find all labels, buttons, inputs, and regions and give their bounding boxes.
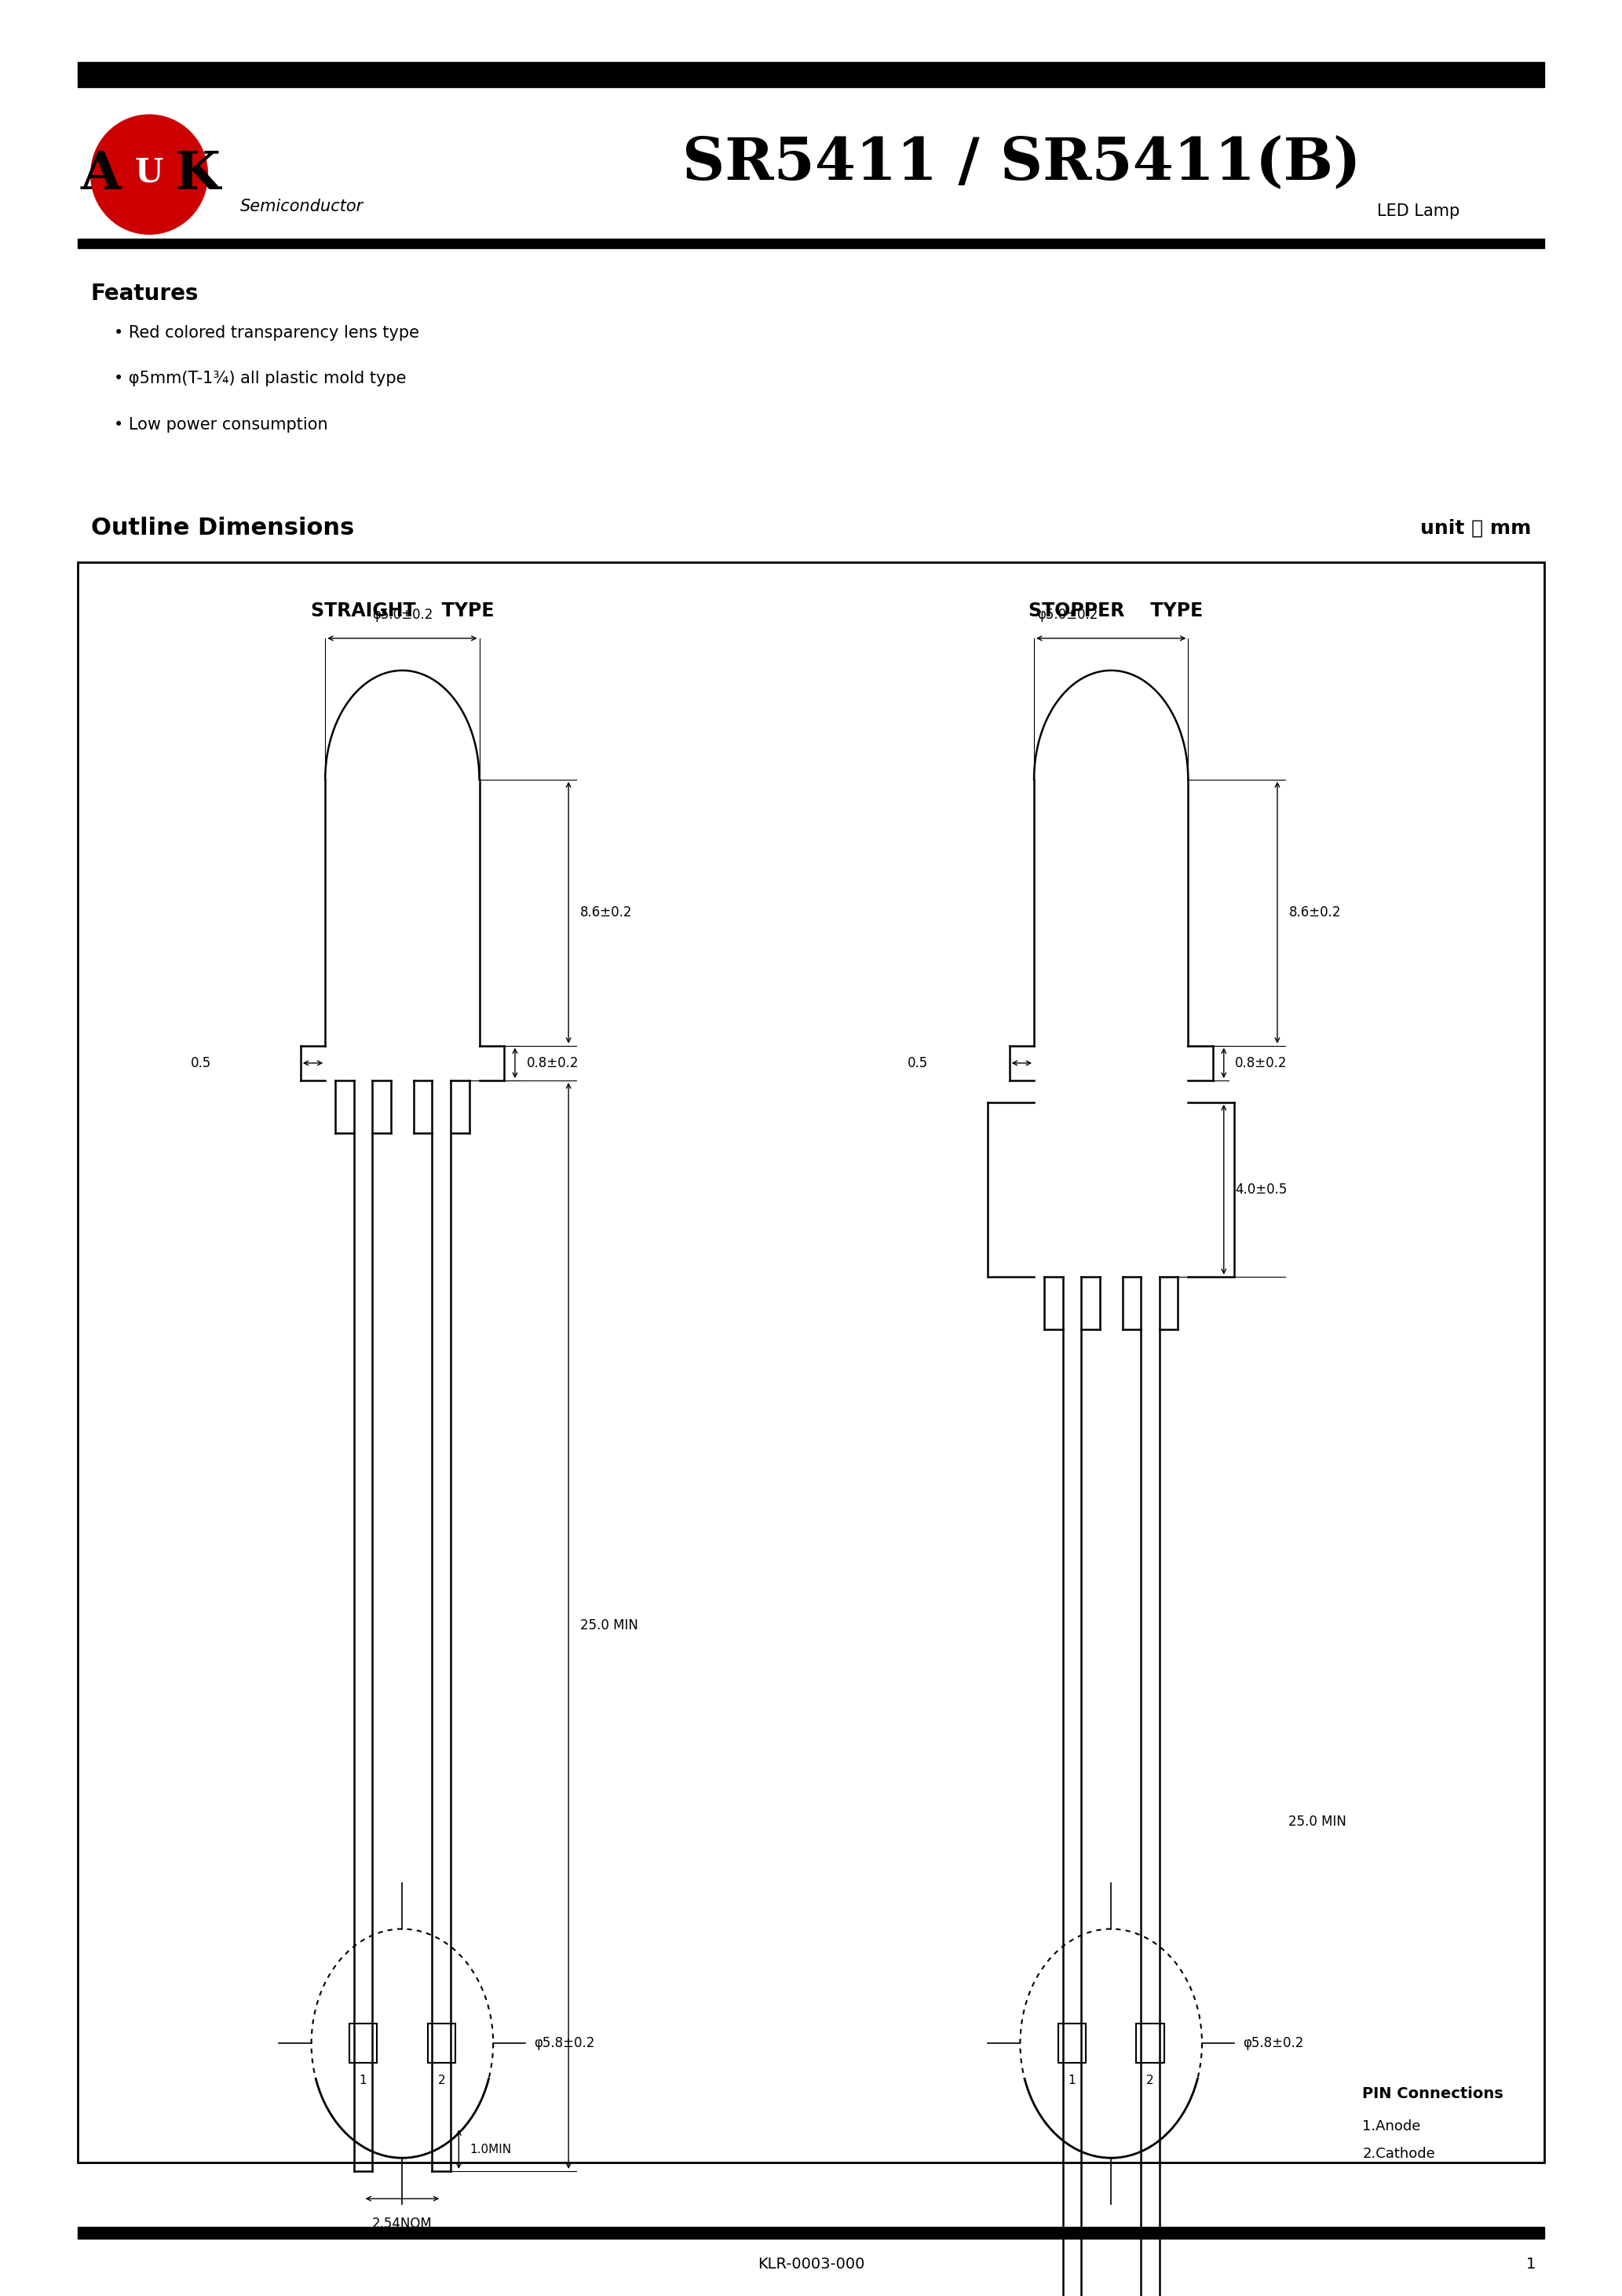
Text: 8.6±0.2: 8.6±0.2	[1289, 905, 1341, 921]
Bar	[428, 2023, 456, 2064]
Text: 0.5: 0.5	[191, 1056, 211, 1070]
Text: φ5.0±0.2: φ5.0±0.2	[371, 608, 433, 622]
Text: PIN Connections: PIN Connections	[1362, 2087, 1504, 2101]
Text: Features: Features	[91, 282, 200, 305]
Text: 8.6±0.2: 8.6±0.2	[581, 905, 633, 921]
Bar	[78, 2227, 1544, 2239]
Text: 25.0 MIN: 25.0 MIN	[1289, 1816, 1346, 1830]
Text: 2.Cathode: 2.Cathode	[1362, 2147, 1435, 2161]
Text: K: K	[175, 149, 221, 200]
Text: • Low power consumption: • Low power consumption	[114, 418, 328, 432]
Text: LED Lamp: LED Lamp	[1377, 204, 1460, 218]
Text: Outline Dimensions: Outline Dimensions	[91, 517, 354, 540]
Bar	[1058, 2023, 1085, 2064]
Text: 2: 2	[438, 2076, 444, 2087]
Text: KLR-0003-000: KLR-0003-000	[757, 2257, 865, 2271]
Text: • φ5mm(T-1¾) all plastic mold type: • φ5mm(T-1¾) all plastic mold type	[114, 372, 406, 386]
Text: φ5.0±0.2: φ5.0±0.2	[1038, 608, 1098, 622]
Bar	[349, 2023, 376, 2064]
Text: 1.0MIN: 1.0MIN	[470, 2144, 513, 2156]
Text: • Red colored transparency lens type: • Red colored transparency lens type	[114, 326, 418, 340]
Bar	[78, 62, 1544, 87]
Text: 1: 1	[360, 2076, 367, 2087]
Text: 1: 1	[1526, 2257, 1536, 2271]
Ellipse shape	[91, 115, 208, 234]
Text: 2.54NOM: 2.54NOM	[371, 2218, 433, 2232]
Text: SR5411 / SR5411(B): SR5411 / SR5411(B)	[683, 135, 1361, 191]
Text: U: U	[135, 156, 164, 188]
Text: 1: 1	[1069, 2076, 1075, 2087]
Text: STRAIGHT    TYPE: STRAIGHT TYPE	[310, 602, 495, 620]
Bar	[78, 563, 1544, 2163]
Bar	[78, 239, 1544, 248]
Text: A: A	[79, 149, 122, 200]
Bar	[1137, 2023, 1165, 2064]
Text: unit ： mm: unit ： mm	[1421, 519, 1531, 537]
Text: φ5.8±0.2: φ5.8±0.2	[1242, 2037, 1304, 2050]
Text: STOPPER    TYPE: STOPPER TYPE	[1028, 602, 1204, 620]
Text: 1.Anode: 1.Anode	[1362, 2119, 1421, 2133]
Text: φ5.8±0.2: φ5.8±0.2	[534, 2037, 595, 2050]
Text: 2: 2	[1147, 2076, 1153, 2087]
Text: 25.0 MIN: 25.0 MIN	[581, 1619, 637, 1632]
Text: 4.0±0.5: 4.0±0.5	[1236, 1182, 1288, 1196]
Text: 0.8±0.2: 0.8±0.2	[526, 1056, 579, 1070]
Text: 0.5: 0.5	[908, 1056, 928, 1070]
Text: 0.8±0.2: 0.8±0.2	[1236, 1056, 1288, 1070]
Text: Semiconductor: Semiconductor	[240, 200, 363, 214]
